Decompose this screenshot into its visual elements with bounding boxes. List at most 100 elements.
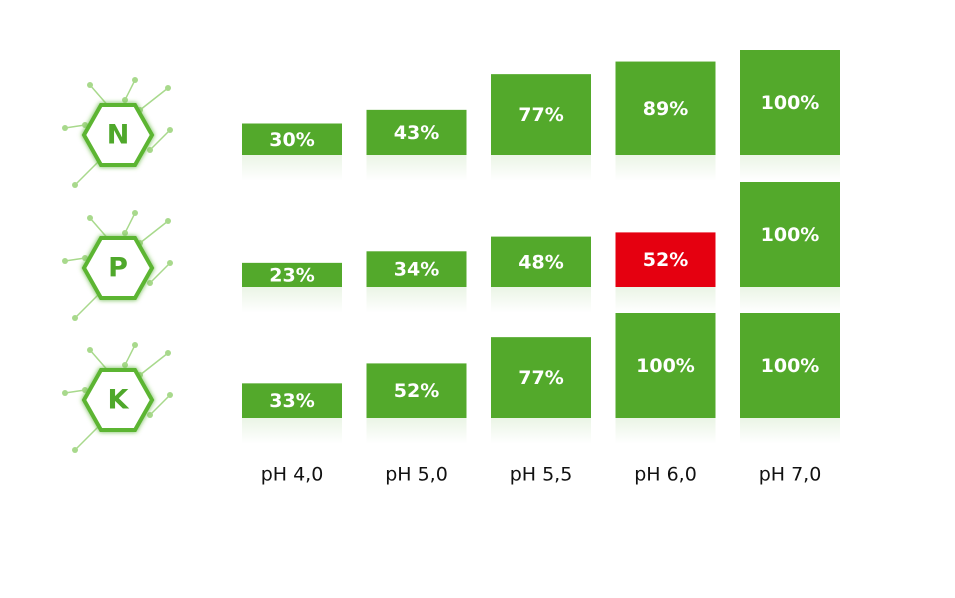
molecule-dot <box>87 215 93 221</box>
nutrient-icon: P <box>62 210 173 321</box>
molecule-dot <box>72 315 78 321</box>
molecule-line <box>74 424 101 451</box>
x-tick-label: pH 5,0 <box>385 464 448 486</box>
molecule-dot <box>167 260 173 266</box>
nutrient-name: P <box>108 253 128 284</box>
x-tick-label: pH 7,0 <box>759 464 822 486</box>
molecule-dot <box>72 447 78 453</box>
nutrient-icon: K <box>62 342 173 453</box>
molecule-dot <box>122 362 128 368</box>
value-label: 33% <box>269 390 314 412</box>
molecule-line <box>74 159 101 186</box>
value-label: 34% <box>394 259 439 281</box>
bar-reflection <box>242 418 342 444</box>
value-label: 52% <box>643 249 688 271</box>
molecule-line <box>149 129 171 151</box>
molecule-line <box>149 394 171 416</box>
bar <box>615 61 716 155</box>
molecule-line <box>124 212 136 234</box>
molecule-dot <box>62 390 68 396</box>
molecule-dot <box>62 258 68 264</box>
molecule-dot <box>87 347 93 353</box>
bar <box>491 236 591 287</box>
molecule-dot <box>165 85 171 91</box>
molecule-line <box>64 124 86 129</box>
molecule-line <box>149 262 171 284</box>
molecule-line <box>139 220 169 244</box>
bar <box>491 74 591 155</box>
bar <box>366 251 467 287</box>
molecule-dot <box>82 122 88 128</box>
molecule-line <box>74 292 101 319</box>
molecule-line <box>124 344 136 366</box>
bar-reflection <box>615 418 716 444</box>
value-label: 43% <box>394 122 439 144</box>
molecule-dot <box>165 350 171 356</box>
molecule-dot <box>167 127 173 133</box>
molecule-line <box>124 79 136 101</box>
x-tick-label: pH 4,0 <box>261 464 324 486</box>
bar <box>740 313 840 418</box>
molecule-dot <box>122 97 128 103</box>
bar-reflection <box>740 418 840 444</box>
bar-reflection <box>242 155 342 181</box>
value-label: 100% <box>636 355 695 377</box>
molecule-line <box>139 352 169 376</box>
bar-reflection <box>491 155 591 181</box>
molecule-dot <box>147 280 153 286</box>
molecule-dot <box>147 147 153 153</box>
value-label: 89% <box>643 98 688 120</box>
value-label: 48% <box>518 251 563 273</box>
bar-reflection <box>615 155 716 181</box>
nutrient-name: N <box>107 120 130 151</box>
value-label: 52% <box>394 380 439 402</box>
bar <box>366 109 467 155</box>
bar-reflection <box>491 418 591 444</box>
bar-reflection <box>740 287 840 313</box>
molecule-line <box>64 389 86 394</box>
molecule-dot <box>62 125 68 131</box>
value-label: 77% <box>518 104 563 126</box>
bar <box>615 313 716 418</box>
bar <box>242 262 342 287</box>
x-tick-label: pH 5,5 <box>510 464 573 486</box>
bar <box>242 123 342 155</box>
value-label: 100% <box>761 92 820 114</box>
value-label: 23% <box>269 264 314 286</box>
molecule-dot <box>82 255 88 261</box>
bar-reflection <box>491 287 591 313</box>
nutrient-icon: N <box>62 77 173 188</box>
bar-reflection <box>740 155 840 181</box>
molecule-dot <box>132 77 138 83</box>
hexagon <box>81 103 155 167</box>
value-label: 30% <box>269 129 314 151</box>
molecule-dot <box>165 218 171 224</box>
bar-reflection <box>366 287 467 313</box>
molecule-dot <box>147 412 153 418</box>
bar-reflection <box>242 287 342 313</box>
molecule-line <box>64 257 86 262</box>
value-label: 100% <box>761 355 820 377</box>
bar <box>491 337 591 418</box>
bar <box>242 383 342 418</box>
hexagon <box>81 236 155 300</box>
molecule-dot <box>132 342 138 348</box>
molecule-dot <box>167 392 173 398</box>
x-tick-label: pH 6,0 <box>634 464 697 486</box>
hexagon <box>81 368 155 432</box>
molecule-dot <box>82 387 88 393</box>
molecule-dot <box>87 82 93 88</box>
molecule-dot <box>122 230 128 236</box>
bar <box>615 232 716 287</box>
bar-reflection <box>366 418 467 444</box>
molecule-line <box>139 87 169 111</box>
bar-reflection <box>366 155 467 181</box>
value-label: 77% <box>518 367 563 389</box>
value-label: 100% <box>761 224 820 246</box>
bar-reflection <box>615 287 716 313</box>
bar <box>740 50 840 155</box>
bar <box>366 363 467 418</box>
molecule-dot <box>132 210 138 216</box>
nutrient-name: K <box>108 385 130 416</box>
